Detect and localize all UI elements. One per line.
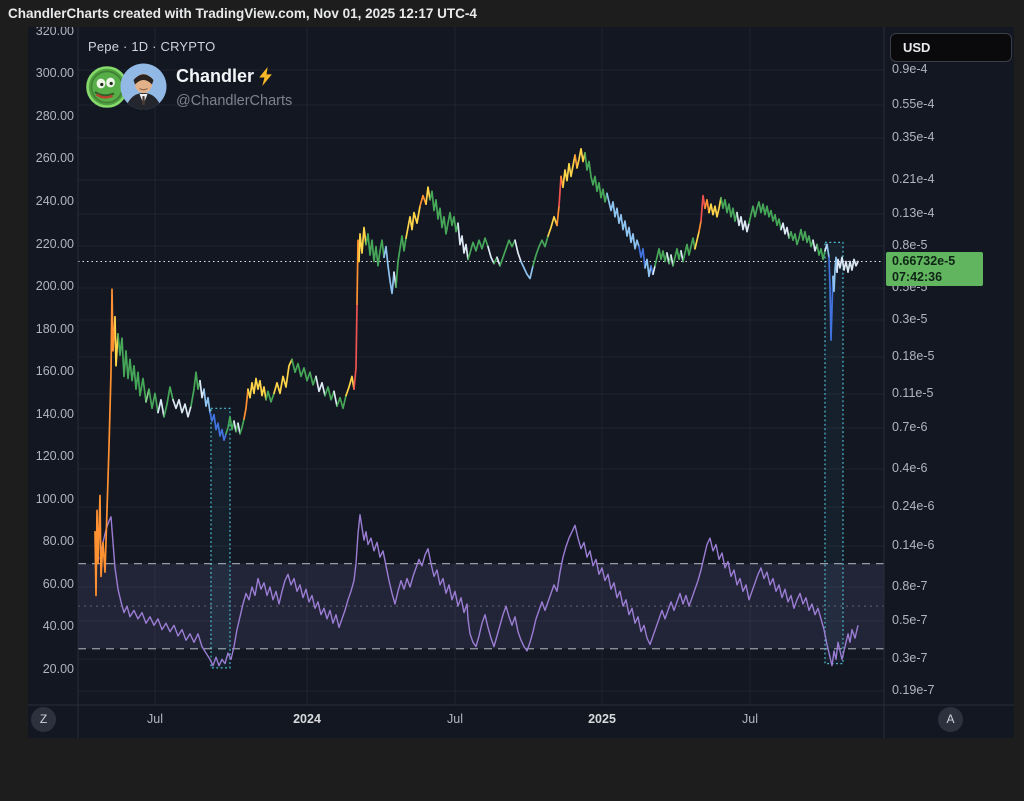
currency-label: USD: [903, 40, 931, 55]
attribution-bar: ChandlerCharts created with TradingView.…: [0, 0, 1024, 27]
chart-pane[interactable]: [28, 27, 1014, 738]
current-price-label[interactable]: 0.66732e-5 07:42:36: [886, 252, 983, 286]
author-name-text: Chandler: [176, 66, 255, 86]
watermark-author-handle: @ChandlerCharts: [176, 93, 293, 109]
zoom-corner-button[interactable]: Z: [31, 707, 56, 732]
currency-usd-button[interactable]: USD: [890, 33, 1012, 62]
bar-countdown: 07:42:36: [892, 270, 943, 284]
footer-bar: TradingView: [0, 740, 1024, 801]
lightning-bolt-icon: [259, 67, 272, 86]
watermark-author-name: Chandler: [176, 66, 273, 87]
chandler-photo-avatar: [120, 63, 167, 115]
symbol-legend[interactable]: Pepe · 1D · CRYPTO: [88, 39, 216, 54]
attribution-text: ChandlerCharts created with TradingView.…: [8, 6, 477, 21]
auto-scale-corner-button[interactable]: A: [938, 707, 963, 732]
current-price-value: 0.66732e-5: [892, 254, 956, 268]
pepe-coin-avatar: [86, 66, 128, 113]
